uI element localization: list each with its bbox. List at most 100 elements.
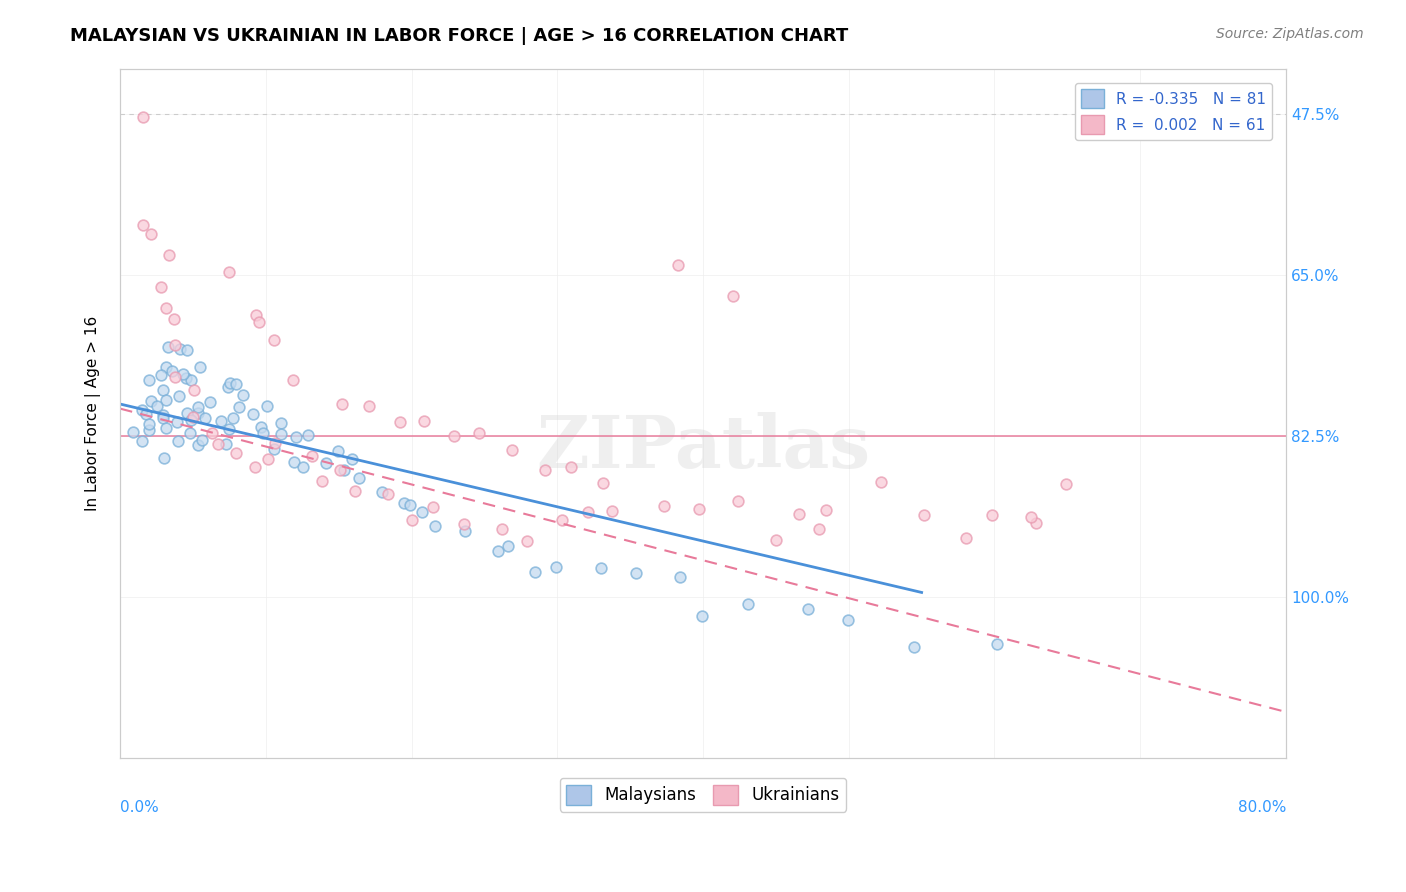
Point — [981, 508, 1004, 522]
Text: 0.0%: 0.0% — [120, 799, 159, 814]
Point — [727, 493, 749, 508]
Point — [187, 438, 209, 452]
Point — [311, 474, 333, 488]
Text: Source: ZipAtlas.com: Source: ZipAtlas.com — [1216, 27, 1364, 41]
Point — [138, 417, 160, 432]
Text: 80.0%: 80.0% — [1237, 799, 1286, 814]
Point — [163, 338, 186, 352]
Point — [167, 434, 190, 449]
Point — [297, 428, 319, 442]
Point — [591, 560, 613, 574]
Point — [252, 425, 274, 440]
Point — [486, 544, 509, 558]
Point — [249, 315, 271, 329]
Point — [454, 524, 477, 538]
Point — [186, 406, 208, 420]
Point — [797, 602, 820, 616]
Point — [155, 301, 177, 315]
Point — [1054, 477, 1077, 491]
Point — [413, 414, 436, 428]
Point — [669, 570, 692, 584]
Point — [340, 452, 363, 467]
Point — [225, 377, 247, 392]
Point — [263, 333, 285, 347]
Point — [180, 373, 202, 387]
Point — [837, 613, 859, 627]
Point — [198, 394, 221, 409]
Point — [1019, 509, 1042, 524]
Point — [150, 368, 173, 382]
Point — [157, 340, 180, 354]
Point — [218, 265, 240, 279]
Point — [138, 373, 160, 387]
Point — [172, 368, 194, 382]
Point — [411, 505, 433, 519]
Point — [401, 514, 423, 528]
Point — [132, 110, 155, 124]
Point — [218, 422, 240, 436]
Point — [688, 502, 710, 516]
Point — [666, 258, 689, 272]
Point — [377, 487, 399, 501]
Point — [912, 508, 935, 522]
Point — [491, 522, 513, 536]
Point — [270, 427, 292, 442]
Point — [389, 416, 412, 430]
Point — [169, 342, 191, 356]
Point — [174, 370, 197, 384]
Point — [131, 218, 153, 232]
Point — [394, 496, 416, 510]
Point — [986, 637, 1008, 651]
Text: MALAYSIAN VS UKRAINIAN IN LABOR FORCE | AGE > 16 CORRELATION CHART: MALAYSIAN VS UKRAINIAN IN LABOR FORCE | … — [70, 27, 849, 45]
Point — [399, 498, 422, 512]
Point — [283, 455, 305, 469]
Point — [263, 435, 285, 450]
Point — [135, 407, 157, 421]
Point — [181, 409, 204, 424]
Point — [560, 460, 582, 475]
Point — [626, 566, 648, 581]
Point — [343, 484, 366, 499]
Point — [955, 532, 977, 546]
Point — [789, 507, 811, 521]
Point — [301, 449, 323, 463]
Point — [163, 312, 186, 326]
Point — [257, 452, 280, 467]
Point — [534, 463, 557, 477]
Point — [329, 463, 352, 477]
Point — [721, 289, 744, 303]
Point — [191, 433, 214, 447]
Point — [1025, 516, 1047, 530]
Point — [501, 442, 523, 457]
Point — [468, 425, 491, 440]
Point — [270, 416, 292, 430]
Point — [333, 463, 356, 477]
Point — [146, 399, 169, 413]
Point — [330, 397, 353, 411]
Point — [201, 425, 224, 440]
Point — [218, 376, 240, 391]
Point — [443, 429, 465, 443]
Point — [155, 421, 177, 435]
Point — [544, 559, 567, 574]
Point — [328, 444, 350, 458]
Point — [242, 408, 264, 422]
Point — [765, 533, 787, 547]
Point — [228, 401, 250, 415]
Point — [209, 414, 232, 428]
Point — [250, 420, 273, 434]
Point — [176, 343, 198, 357]
Point — [551, 513, 574, 527]
Legend: Malaysians, Ukrainians: Malaysians, Ukrainians — [560, 778, 846, 812]
Point — [160, 363, 183, 377]
Point — [285, 430, 308, 444]
Point — [131, 434, 153, 448]
Point — [152, 384, 174, 398]
Point — [225, 446, 247, 460]
Point — [176, 406, 198, 420]
Point — [690, 609, 713, 624]
Point — [232, 388, 254, 402]
Point — [263, 442, 285, 456]
Point — [141, 227, 163, 241]
Point — [523, 565, 546, 579]
